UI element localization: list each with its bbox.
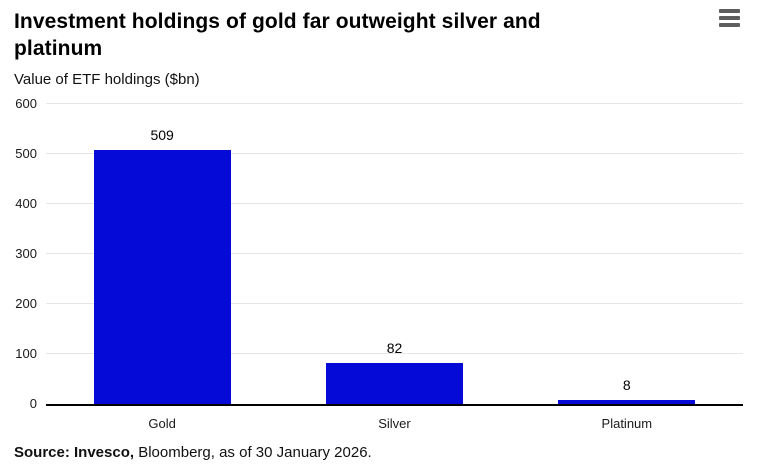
- bar-value-label: 8: [622, 377, 631, 393]
- gridline: [46, 153, 743, 154]
- y-tick-label: 300: [15, 246, 37, 261]
- x-axis-label: Platinum: [601, 416, 653, 431]
- y-tick-label: 100: [15, 346, 37, 361]
- source-label: Source: Invesco,: [14, 444, 139, 461]
- y-tick-label: 600: [15, 96, 37, 111]
- gridline: [46, 253, 743, 254]
- gridline: [46, 303, 743, 304]
- gridline: [46, 203, 743, 204]
- bar-value-label: 82: [386, 340, 403, 356]
- hamburger-menu-icon: [719, 9, 740, 13]
- bar-gold[interactable]: [93, 149, 231, 404]
- chart-title: Investment holdings of gold far outweigh…: [14, 10, 541, 60]
- y-tick-label: 500: [15, 146, 37, 161]
- chart-subtitle: Value of ETF holdings ($bn): [14, 71, 200, 88]
- y-tick-label: 400: [15, 196, 37, 211]
- x-axis-label: Silver: [378, 416, 411, 431]
- y-tick-label: 0: [29, 396, 37, 411]
- hamburger-menu-button[interactable]: [719, 9, 742, 27]
- source-line: Source: Invesco, Bloomberg, as of 30 Jan…: [14, 444, 757, 461]
- bar-silver[interactable]: [325, 363, 464, 404]
- gridline: [46, 353, 743, 354]
- hamburger-menu-icon: [719, 23, 740, 27]
- chart-header: Investment holdings of gold far outweigh…: [0, 0, 757, 62]
- hamburger-menu-icon: [719, 16, 740, 20]
- x-axis-label: Gold: [148, 416, 176, 431]
- bar-value-label: 509: [150, 126, 174, 143]
- gridline: [46, 103, 743, 104]
- bar-chart: 0 100 200 300 400 500 600 509 Gold 82 Silver 8 Plati…: [0, 96, 743, 431]
- y-tick-label: 200: [15, 296, 37, 311]
- bar-platinum[interactable]: [558, 400, 696, 404]
- source-text: Bloomberg, as of 30 January 2026.: [138, 444, 372, 461]
- plot-area: 0 100 200 300 400 500 600 509 Gold 82 Silver 8 Plati…: [15, 96, 743, 431]
